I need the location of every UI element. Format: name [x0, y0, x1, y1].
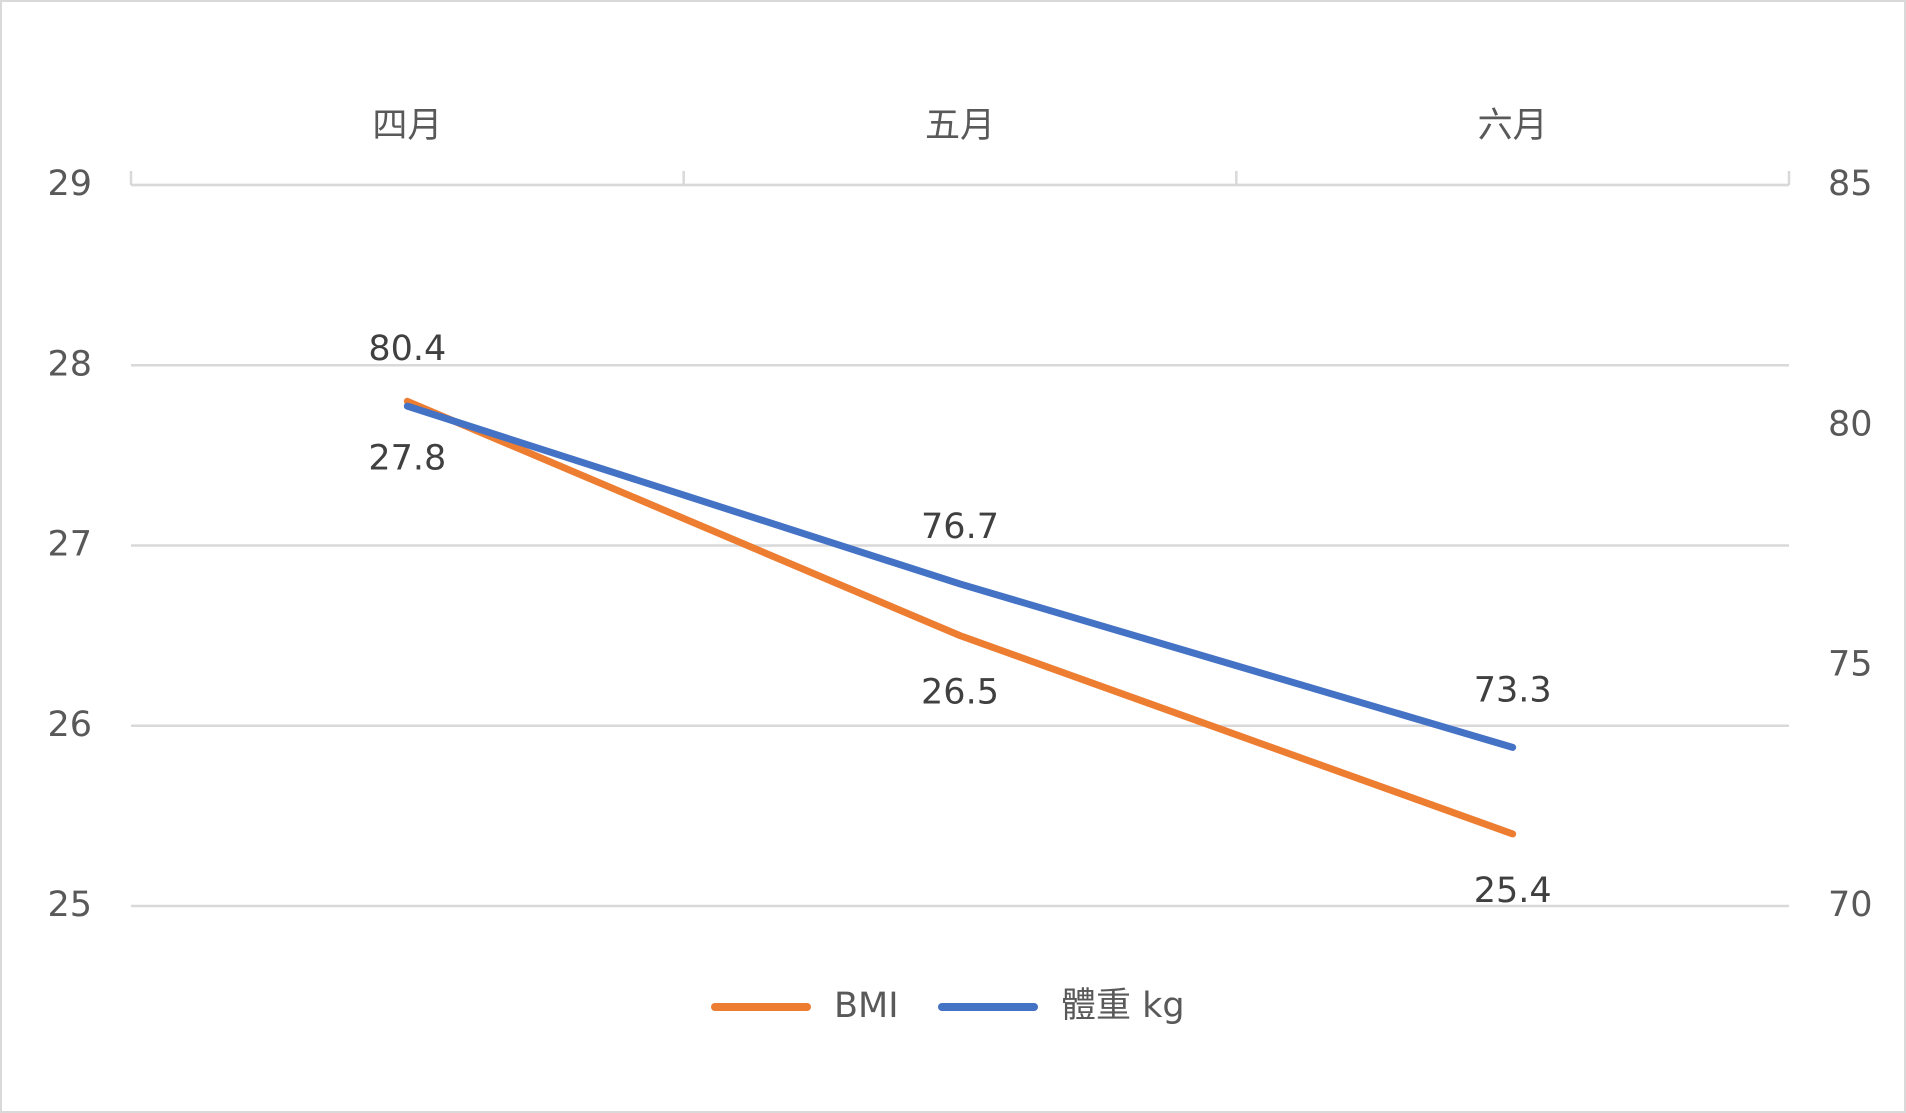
x-tick-label: 五月	[925, 106, 995, 146]
data-label: 76.7	[921, 507, 999, 547]
y2-tick-label: 70	[1828, 885, 1873, 925]
data-label: 25.4	[1474, 871, 1552, 911]
y-tick-label: 28	[47, 344, 92, 384]
data-label: 80.4	[368, 329, 446, 369]
data-label: 73.3	[1474, 670, 1552, 710]
x-tick-label: 六月	[1478, 106, 1548, 146]
series-line	[403, 402, 1517, 751]
data-label: 27.8	[368, 438, 446, 478]
y-tick-label: 29	[47, 164, 92, 204]
y-tick-label: 26	[47, 705, 92, 745]
legend-label: 體重 kg	[1061, 986, 1185, 1026]
y2-tick-label: 75	[1828, 645, 1873, 685]
y2-tick-label: 85	[1828, 164, 1873, 204]
series-line	[403, 397, 1517, 838]
y-tick-label: 27	[47, 525, 92, 565]
x-tick-label: 四月	[372, 106, 442, 146]
data-label: 26.5	[921, 673, 999, 713]
y-tick-label: 25	[47, 885, 92, 925]
y2-tick-label: 80	[1828, 404, 1873, 444]
legend-label: BMI	[834, 986, 899, 1026]
